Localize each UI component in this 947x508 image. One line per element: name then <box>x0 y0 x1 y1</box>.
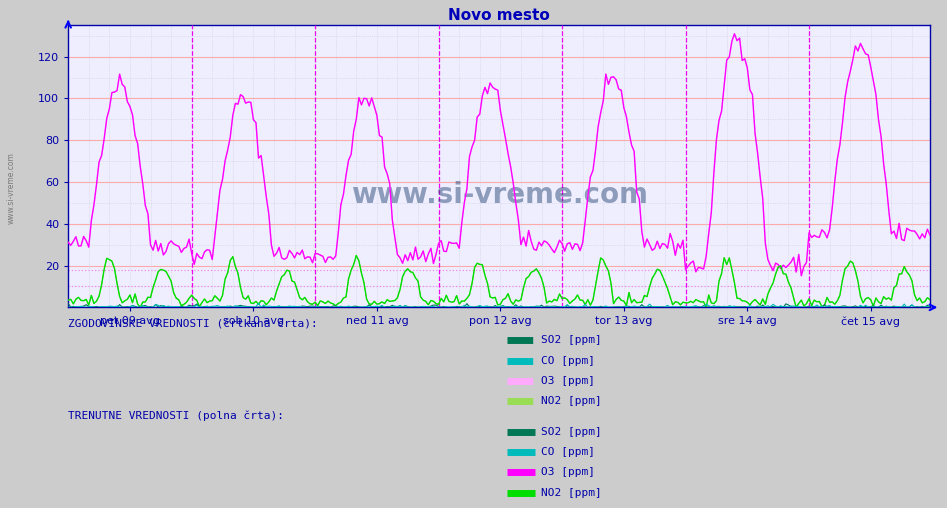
Text: www.si-vreme.com: www.si-vreme.com <box>7 152 16 224</box>
Text: O3 [ppm]: O3 [ppm] <box>541 376 595 386</box>
Text: CO [ppm]: CO [ppm] <box>541 356 595 366</box>
Text: ZGODOVINSKE VREDNOSTI (črtkana črta):: ZGODOVINSKE VREDNOSTI (črtkana črta): <box>68 320 318 330</box>
Text: O3 [ppm]: O3 [ppm] <box>541 467 595 478</box>
Text: NO2 [ppm]: NO2 [ppm] <box>541 396 601 406</box>
Text: CO [ppm]: CO [ppm] <box>541 447 595 457</box>
Text: TRENUTNE VREDNOSTI (polna črta):: TRENUTNE VREDNOSTI (polna črta): <box>68 410 284 421</box>
Text: www.si-vreme.com: www.si-vreme.com <box>350 180 648 209</box>
Text: NO2 [ppm]: NO2 [ppm] <box>541 488 601 498</box>
Title: Novo mesto: Novo mesto <box>448 8 550 23</box>
Text: SO2 [ppm]: SO2 [ppm] <box>541 427 601 437</box>
Text: SO2 [ppm]: SO2 [ppm] <box>541 335 601 345</box>
